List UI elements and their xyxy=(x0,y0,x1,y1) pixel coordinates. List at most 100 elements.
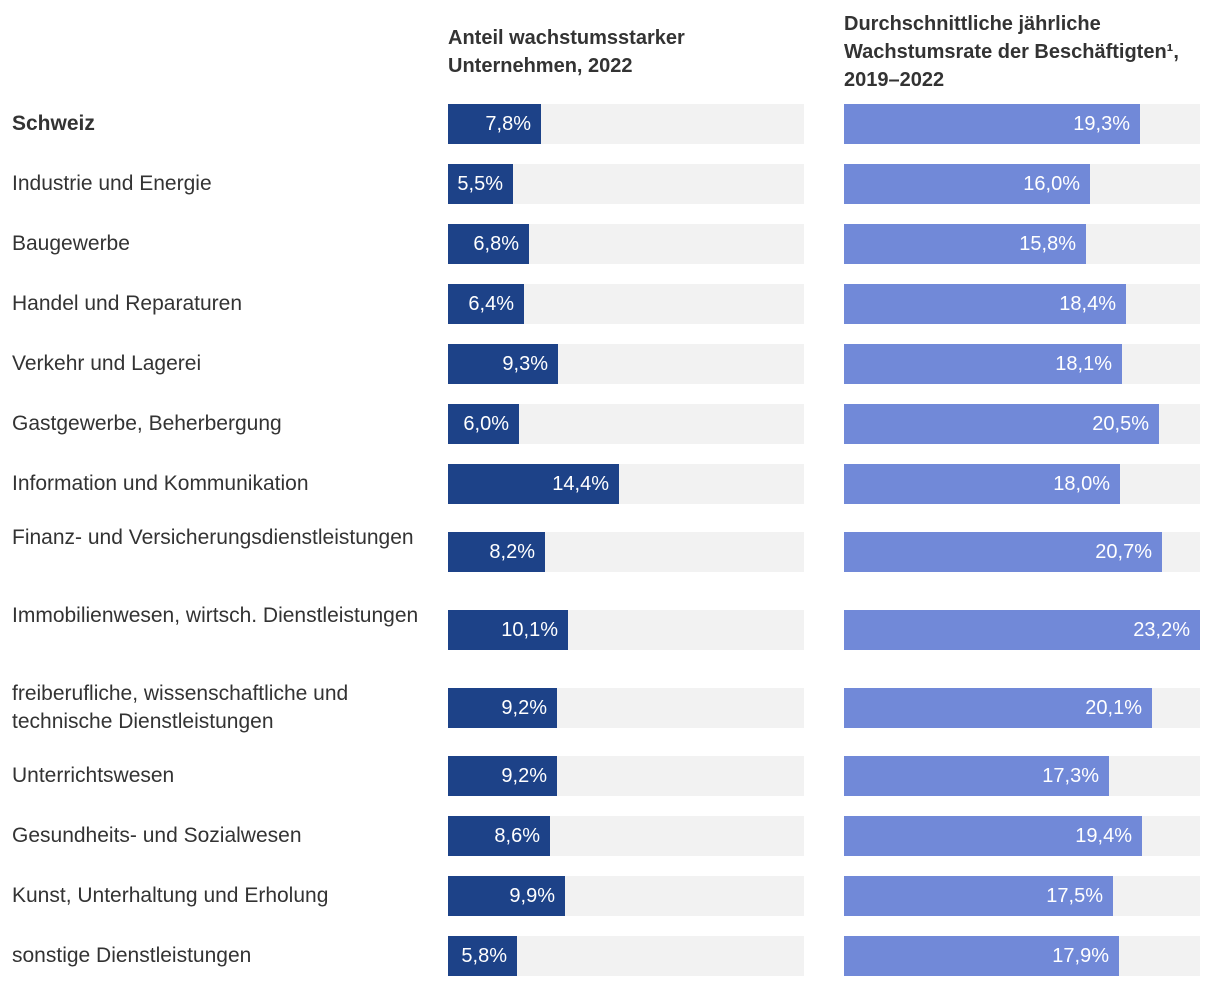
bar-track: 16,0% xyxy=(844,164,1200,204)
bar-track: 18,1% xyxy=(844,344,1200,384)
category-label: Baugewerbe xyxy=(12,232,130,255)
bar-track: 19,3% xyxy=(844,104,1200,144)
bar-share xyxy=(448,532,545,572)
data-label: 5,5% xyxy=(457,173,503,195)
data-label: 17,5% xyxy=(1046,885,1103,907)
data-label: 19,4% xyxy=(1075,825,1132,847)
bar-growth xyxy=(844,816,1142,856)
category-label: Handel und Reparaturen xyxy=(12,292,242,315)
data-label: 19,3% xyxy=(1073,113,1130,135)
bar-track: 7,8% xyxy=(448,104,804,144)
bar-track: 15,8% xyxy=(844,224,1200,264)
data-label: 20,5% xyxy=(1092,413,1149,435)
data-label: 9,3% xyxy=(502,353,548,375)
data-label: 18,0% xyxy=(1053,473,1110,495)
data-label: 17,3% xyxy=(1042,765,1099,787)
data-label: 20,1% xyxy=(1085,697,1142,719)
bar-growth xyxy=(844,756,1109,796)
data-label: 8,2% xyxy=(489,541,535,563)
data-label: 10,1% xyxy=(501,619,558,641)
category-label: Information und Kommunikation xyxy=(12,472,309,495)
category-label: Unterrichtswesen xyxy=(12,764,175,787)
bar-growth xyxy=(844,344,1122,384)
bar-track: 17,5% xyxy=(844,876,1200,916)
bar-track: 20,1% xyxy=(844,688,1200,728)
category-label: Gastgewerbe, Beherbergung xyxy=(12,412,282,435)
bar-track: 18,0% xyxy=(844,464,1200,504)
bar-track: 6,4% xyxy=(448,284,804,324)
data-label: 16,0% xyxy=(1023,173,1080,195)
bar-growth xyxy=(844,936,1119,976)
bar-track: 18,4% xyxy=(844,284,1200,324)
data-label: 9,2% xyxy=(501,697,547,719)
data-label: 18,4% xyxy=(1059,293,1116,315)
bar-track: 9,9% xyxy=(448,876,804,916)
data-label: 6,8% xyxy=(473,233,519,255)
bar-growth xyxy=(844,104,1140,144)
bar-growth xyxy=(844,876,1113,916)
data-label: 20,7% xyxy=(1095,541,1152,563)
bar-share xyxy=(448,936,517,976)
category-label: Industrie und Energie xyxy=(12,172,212,195)
bar-track: 19,4% xyxy=(844,816,1200,856)
category-label: freiberufliche, wissenschaftliche und te… xyxy=(12,682,349,733)
bar-share xyxy=(448,344,558,384)
bar-track: 8,2% xyxy=(448,532,804,572)
bar-track: 9,2% xyxy=(448,756,804,796)
category-label: Finanz- und Versicherungsdienstleistunge… xyxy=(12,526,414,549)
data-label: 8,6% xyxy=(494,825,540,847)
data-label: 23,2% xyxy=(1133,619,1190,641)
data-label: 17,9% xyxy=(1052,945,1109,967)
bar-track: 17,3% xyxy=(844,756,1200,796)
bar-track: 9,3% xyxy=(448,344,804,384)
category-label: Kunst, Unterhaltung und Erholung xyxy=(12,884,329,907)
data-label: 7,8% xyxy=(485,113,531,135)
bar-growth xyxy=(844,688,1152,728)
bar-track: 5,8% xyxy=(448,936,804,976)
bar-track: 6,8% xyxy=(448,224,804,264)
data-label: 6,4% xyxy=(468,293,514,315)
bar-share xyxy=(448,464,619,504)
data-label: 18,1% xyxy=(1055,353,1112,375)
bar-share xyxy=(448,284,524,324)
bar-track: 20,7% xyxy=(844,532,1200,572)
data-label: 15,8% xyxy=(1019,233,1076,255)
category-label: sonstige Dienstleistungen xyxy=(12,944,252,967)
data-label: 9,2% xyxy=(501,765,547,787)
bar-track: 14,4% xyxy=(448,464,804,504)
data-label: 9,9% xyxy=(509,885,555,907)
bar-growth xyxy=(844,464,1120,504)
column-header-growth: Durchschnittliche jährliche Wachstumsrat… xyxy=(844,13,1179,91)
bar-track: 17,9% xyxy=(844,936,1200,976)
bar-growth xyxy=(844,404,1159,444)
bar-track: 23,2% xyxy=(844,610,1200,650)
data-label: 6,0% xyxy=(463,413,509,435)
category-label: Immobilienwesen, wirtsch. Dienstleistung… xyxy=(12,604,419,627)
data-label: 14,4% xyxy=(552,473,609,495)
bar-track: 6,0% xyxy=(448,404,804,444)
bar-share xyxy=(448,610,568,650)
bar-track: 9,2% xyxy=(448,688,804,728)
bar-track: 5,5% xyxy=(448,164,804,204)
bar-share xyxy=(448,876,565,916)
bar-share xyxy=(448,688,557,728)
bar-growth xyxy=(844,224,1086,264)
bar-track: 20,5% xyxy=(844,404,1200,444)
bar-track: 8,6% xyxy=(448,816,804,856)
column-header-share: Anteil wachstumsstarker Unternehmen, 202… xyxy=(448,27,685,77)
bar-growth xyxy=(844,284,1126,324)
bar-share xyxy=(448,104,541,144)
data-label: 5,8% xyxy=(461,945,507,967)
bar-share xyxy=(448,224,529,264)
bar-share xyxy=(448,404,519,444)
bar-share xyxy=(448,756,557,796)
bar-share xyxy=(448,816,550,856)
bar-share xyxy=(448,164,513,204)
category-label: Gesundheits- und Sozialwesen xyxy=(12,824,302,847)
category-label: Schweiz xyxy=(12,112,95,135)
bar-growth xyxy=(844,532,1162,572)
bar-track: 10,1% xyxy=(448,610,804,650)
bar-growth xyxy=(844,610,1200,650)
category-label: Verkehr und Lagerei xyxy=(12,352,202,375)
bar-growth xyxy=(844,164,1090,204)
